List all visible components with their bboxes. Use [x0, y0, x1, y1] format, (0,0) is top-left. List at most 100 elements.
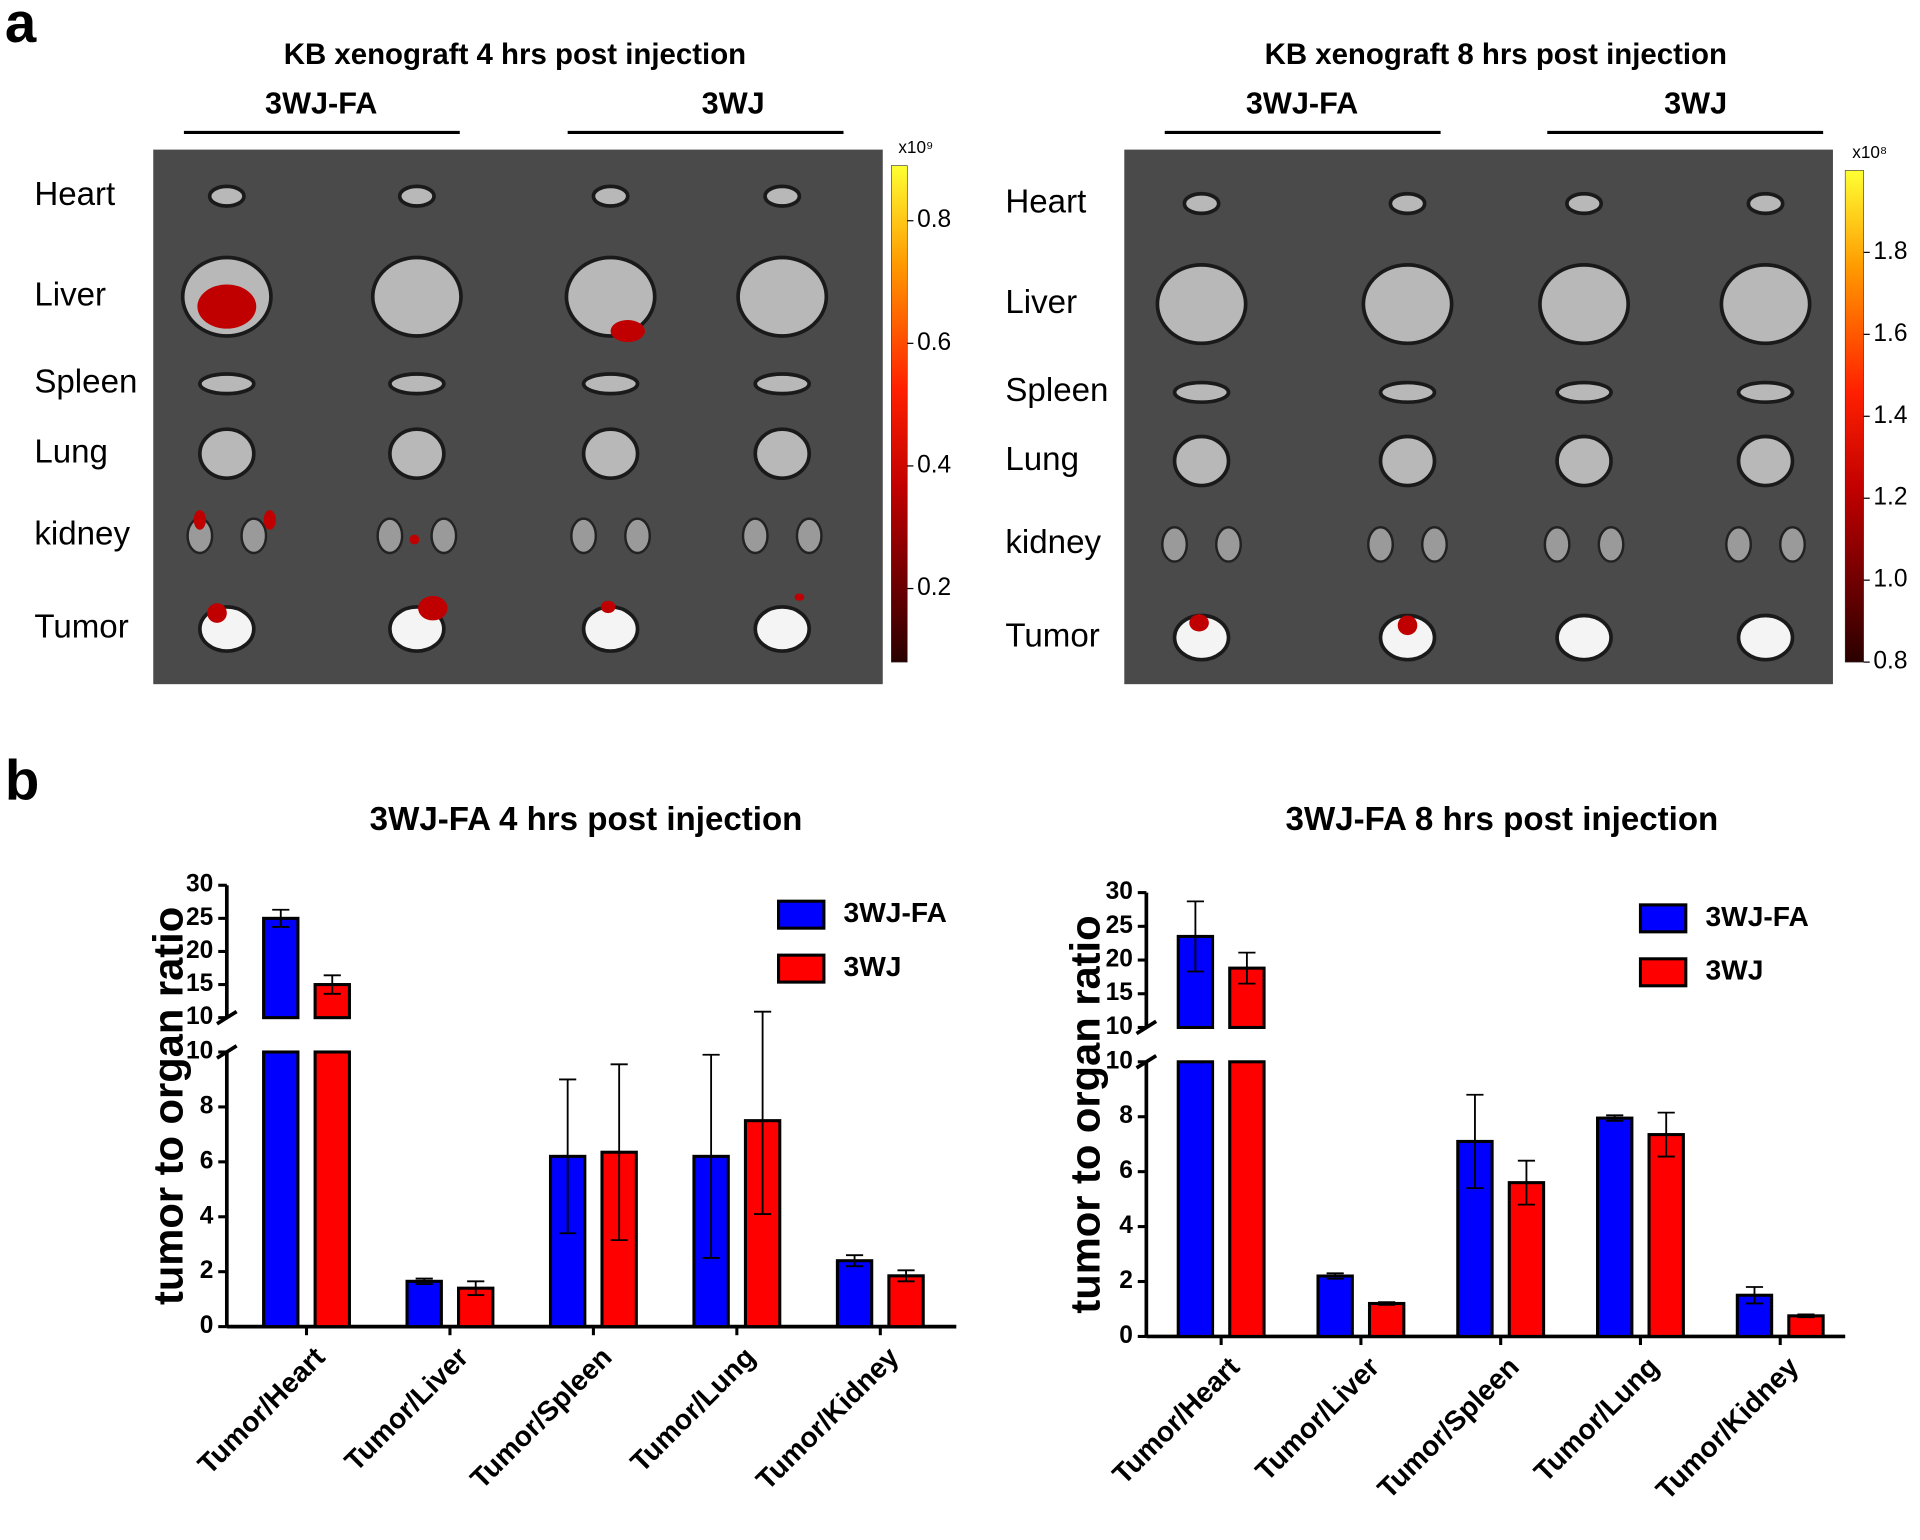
organ [1367, 526, 1395, 563]
organ [1746, 191, 1785, 216]
image-title: KB xenograft 4 hrs post injection [284, 38, 746, 71]
bar [887, 1274, 925, 1329]
organ [1155, 263, 1248, 346]
organ [397, 184, 436, 208]
colorbar [891, 165, 908, 663]
organ [1597, 526, 1625, 563]
signal-spot [418, 595, 448, 621]
legend-swatch [777, 953, 826, 984]
colorbar-tick-label: 0.4 [917, 451, 951, 478]
error-bar [610, 1063, 628, 1242]
organ [591, 184, 630, 208]
error-bar [415, 1277, 433, 1285]
signal-spot [1397, 615, 1418, 636]
error-bar [1186, 900, 1204, 973]
group-label: 3WJ-FA [265, 87, 377, 121]
organ [388, 372, 446, 396]
bar [1367, 1301, 1406, 1338]
x-tick-label: Tumor/Liver [1249, 1350, 1385, 1486]
colorbar-unit: x10⁹ [898, 137, 933, 157]
y-tick-label: 6 [1119, 1157, 1133, 1184]
colorbar-tick-label: 1.8 [1873, 238, 1907, 265]
legend-swatch [777, 899, 826, 930]
bar [457, 1286, 495, 1329]
bar [262, 916, 300, 1020]
organ [1779, 526, 1806, 563]
legend-label: 3WJ [1705, 954, 1763, 986]
y-tick-label: 8 [1119, 1102, 1133, 1129]
organ [1388, 191, 1427, 216]
group-label: 3WJ [1664, 87, 1727, 121]
organ [1736, 434, 1795, 488]
y-tick-label: 10 [186, 1037, 213, 1064]
colorbar-unit: x10⁸ [1852, 142, 1887, 162]
organ [1361, 263, 1454, 346]
bar [1507, 1181, 1546, 1338]
organ [581, 427, 640, 481]
y-tick-label: 20 [1106, 946, 1133, 973]
error-bar [1378, 1301, 1396, 1306]
signal-spot [1189, 614, 1209, 632]
x-tick-label: Tumor/Lung [624, 1340, 761, 1477]
y-axis-label: tumor to organ ratio [1062, 915, 1109, 1313]
error-bar [754, 1010, 772, 1215]
axis-break [216, 1009, 238, 1026]
row-label: Spleen [1005, 372, 1108, 409]
panel-label: b [5, 749, 39, 812]
organ [1719, 263, 1812, 346]
organ [370, 255, 463, 338]
y-tick-label: 25 [1106, 912, 1133, 939]
y-tick-label: 2 [1119, 1267, 1133, 1294]
row-label: Heart [1005, 183, 1086, 220]
organ [198, 427, 256, 481]
colorbar [1844, 170, 1864, 663]
y-tick-label: 8 [200, 1092, 214, 1119]
organ [1172, 380, 1231, 405]
colorbar-tick-label: 0.8 [917, 206, 951, 233]
error-bar [1606, 1114, 1624, 1122]
organ [1555, 613, 1613, 662]
signal-spot [794, 593, 805, 601]
x-tick-label: Tumor/Heart [191, 1340, 331, 1480]
organ [430, 517, 458, 555]
row-label: kidney [34, 516, 130, 553]
y-tick-label: 10 [186, 1003, 213, 1030]
bar [1176, 1060, 1215, 1338]
y-tick-label: 10 [1106, 1047, 1133, 1074]
bar [1596, 1116, 1634, 1338]
organ [198, 372, 256, 396]
error-bar [1326, 1272, 1344, 1280]
panel-label: a [5, 0, 37, 54]
bar [743, 1119, 782, 1329]
colorbar-tick-label: 0.8 [1873, 648, 1907, 675]
colorbar-tick-label: 1.4 [1873, 402, 1907, 429]
y-tick-label: 30 [1106, 878, 1133, 905]
y-tick-label: 20 [186, 937, 213, 964]
organ [1543, 526, 1571, 563]
colorbar-tick-label: 1.0 [1873, 566, 1907, 593]
y-tick-label: 2 [200, 1257, 214, 1284]
organ [1538, 263, 1631, 346]
x-tick-label: Tumor/Heart [1106, 1350, 1246, 1490]
organ [1725, 526, 1753, 563]
group-label: 3WJ-FA [1246, 87, 1358, 121]
organ [1182, 191, 1221, 216]
signal-spot [207, 603, 227, 623]
bar [1316, 1274, 1354, 1338]
x-tick-label: Tumor/Lung [1527, 1350, 1664, 1487]
organ [376, 517, 404, 555]
organ [1555, 434, 1613, 488]
error-bar [323, 974, 341, 995]
colorbar-tick-label: 1.6 [1873, 320, 1907, 347]
organ [388, 427, 446, 481]
organ [1420, 526, 1448, 563]
bar [1647, 1133, 1685, 1338]
y-tick-label: 4 [200, 1202, 214, 1229]
bar [1228, 1060, 1266, 1338]
organ [1565, 191, 1604, 216]
organ [581, 605, 640, 653]
error-bar [559, 1078, 577, 1235]
error-bar [1466, 1093, 1484, 1190]
organ [1215, 526, 1242, 563]
group-label: 3WJ [702, 87, 765, 121]
